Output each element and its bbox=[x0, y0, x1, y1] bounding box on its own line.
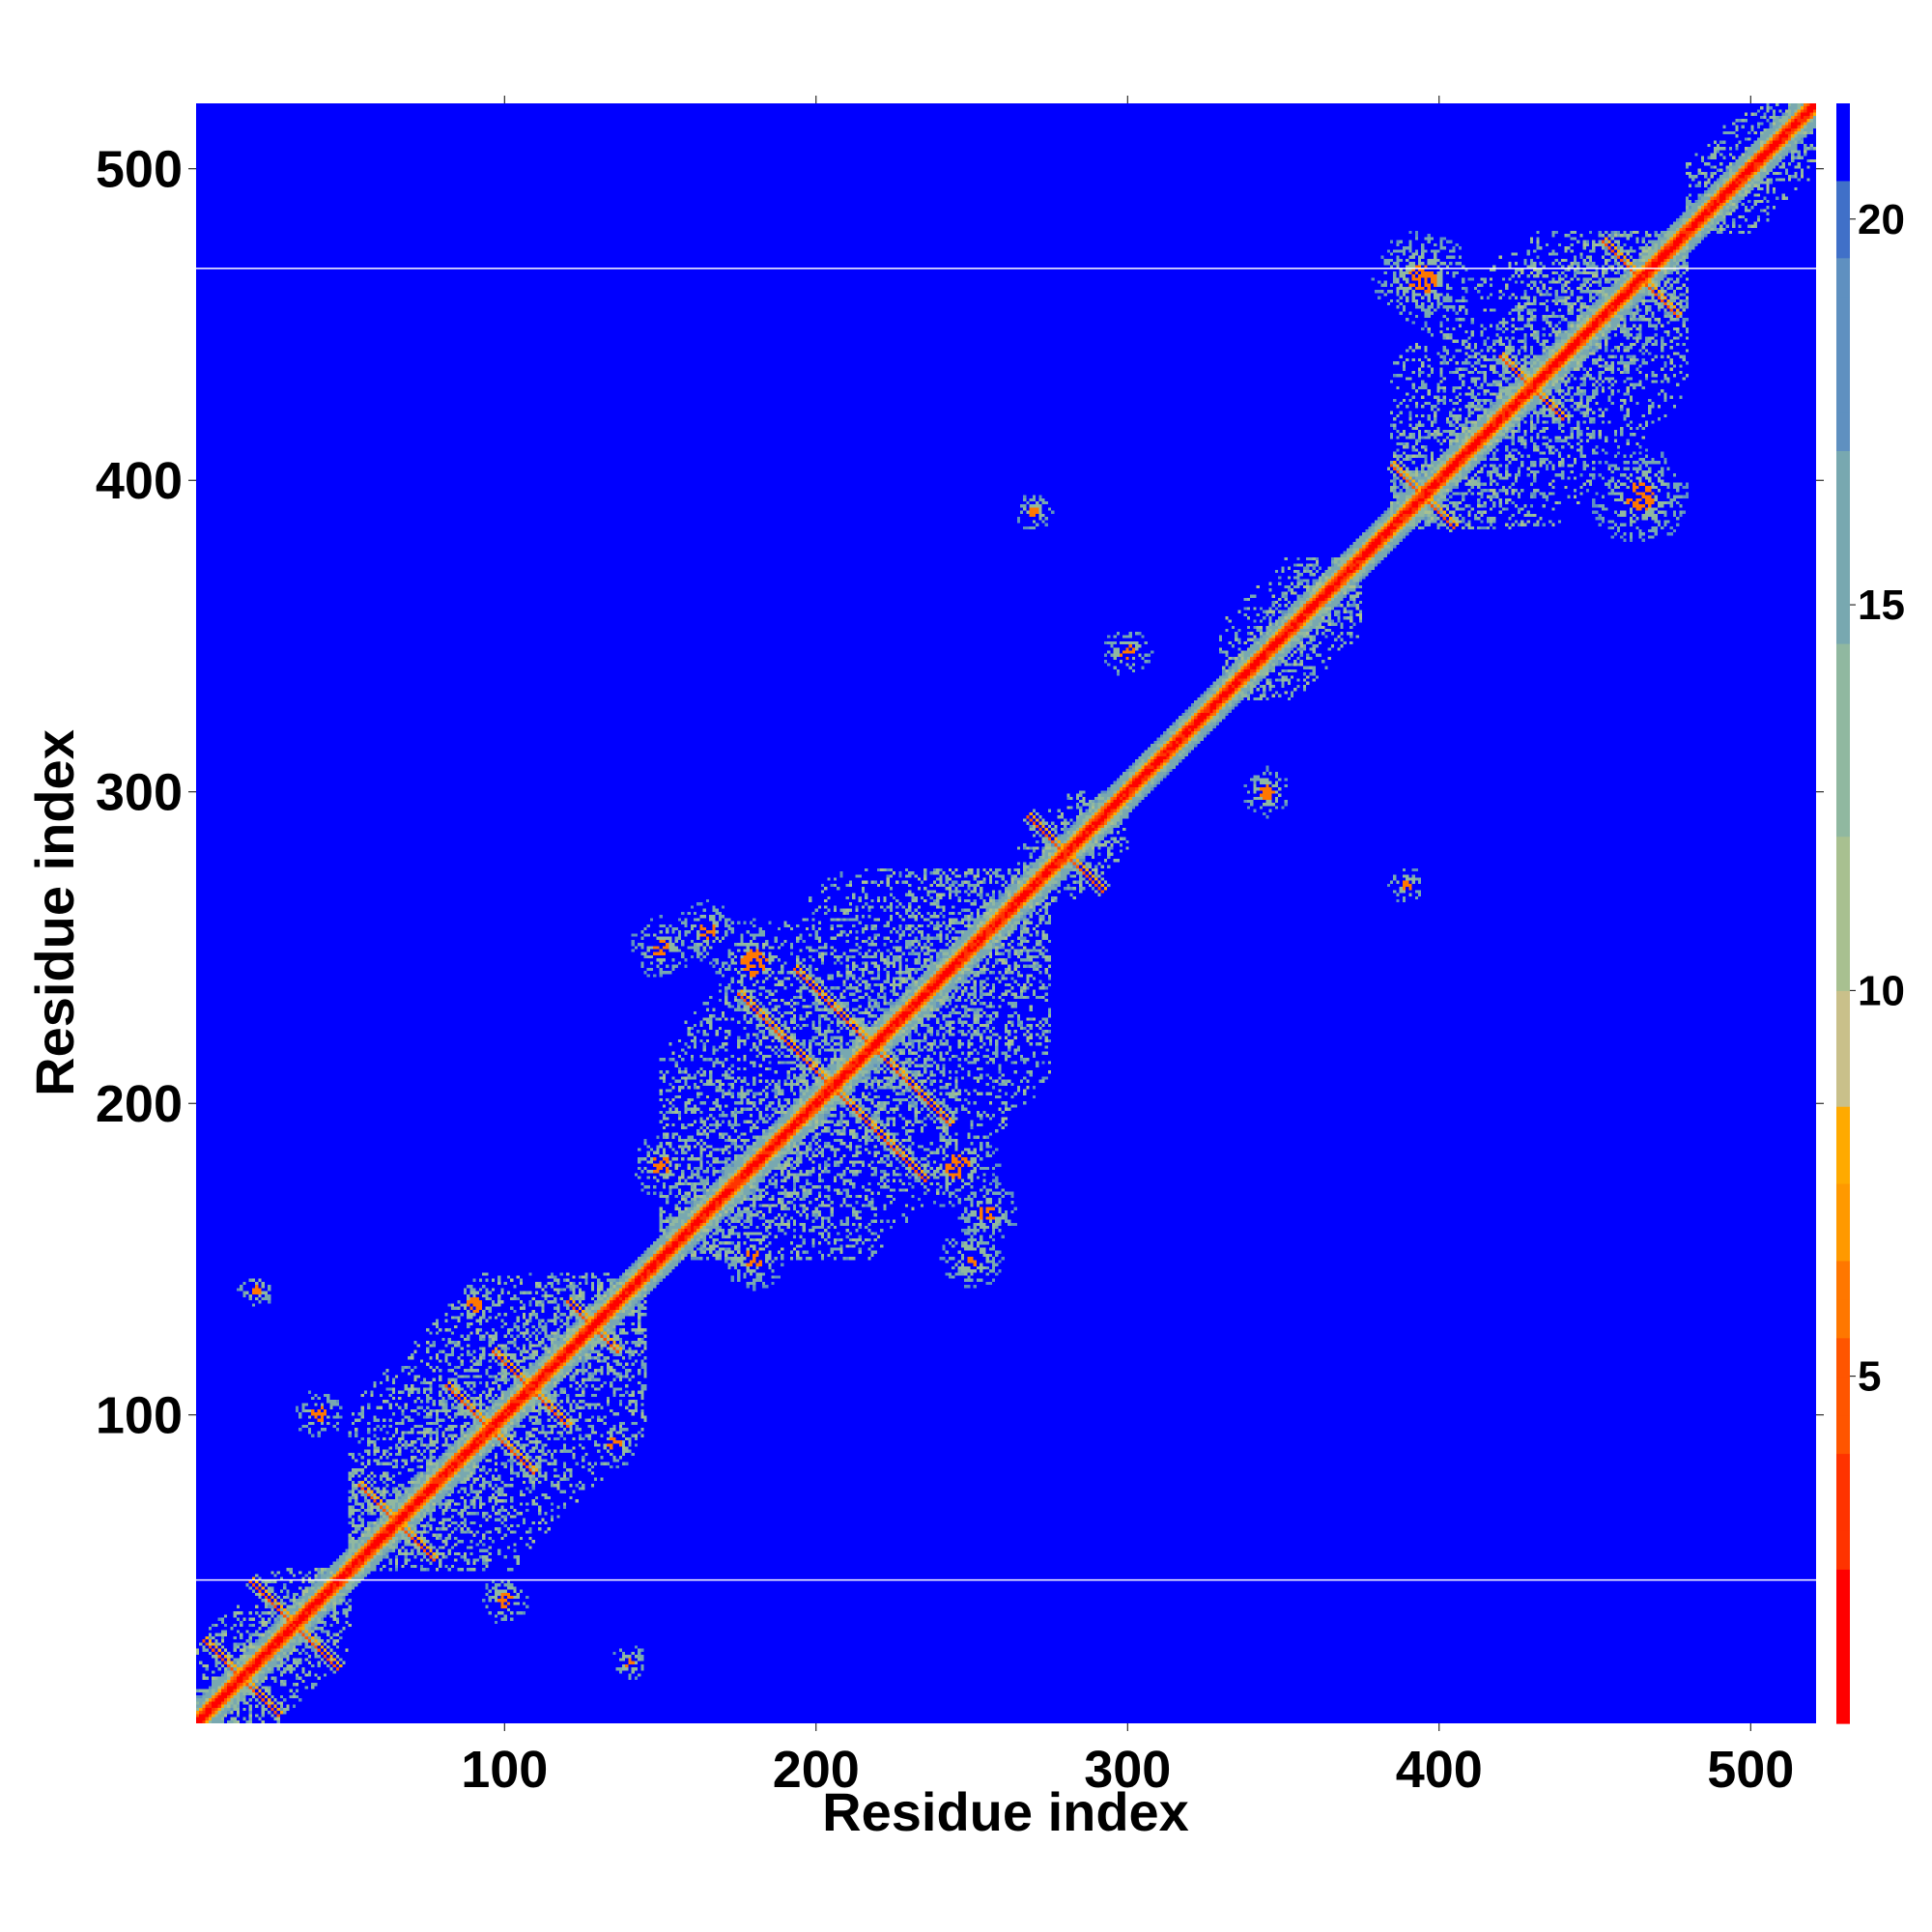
colorbar-band bbox=[1836, 952, 1850, 991]
colorbar-band bbox=[1836, 180, 1850, 220]
heatmap-cells bbox=[196, 103, 1816, 1723]
y-axis-title: Residue index bbox=[24, 729, 85, 1096]
colorbar-band bbox=[1836, 489, 1850, 528]
colorbar-band bbox=[1836, 1530, 1850, 1570]
colorbar-band bbox=[1836, 1376, 1850, 1416]
horizontal-guide-lines bbox=[196, 268, 1816, 1581]
colorbar-band bbox=[1836, 1607, 1850, 1647]
colorbar-bands bbox=[1836, 103, 1850, 1724]
colorbar-band bbox=[1836, 1183, 1850, 1223]
colorbar-band bbox=[1836, 605, 1850, 644]
colorbar-tick-label: 5 bbox=[1858, 1353, 1881, 1401]
colorbar-tick-label: 20 bbox=[1858, 196, 1905, 243]
heatmap-area bbox=[196, 103, 1816, 1723]
colorbar-tick-label: 15 bbox=[1858, 582, 1905, 629]
colorbar-band bbox=[1836, 1453, 1850, 1493]
x-axis-ticks: 100 200 300 400 500 bbox=[461, 96, 1794, 1799]
x-tick-label: 200 bbox=[773, 1741, 860, 1799]
heatmap-canvas-wrapper bbox=[196, 103, 1816, 1723]
colorbar-band bbox=[1836, 412, 1850, 451]
colorbar: 5 10 15 20 bbox=[1836, 103, 1905, 1724]
y-tick-label: 200 bbox=[96, 1075, 183, 1133]
colorbar-band bbox=[1836, 257, 1850, 298]
colorbar-band bbox=[1836, 913, 1850, 953]
colorbar-band bbox=[1836, 1298, 1850, 1339]
colorbar-band bbox=[1836, 758, 1850, 799]
colorbar-band bbox=[1836, 1106, 1850, 1146]
colorbar-band bbox=[1836, 1492, 1850, 1531]
x-axis-title: Residue index bbox=[822, 1781, 1189, 1842]
colorbar-band bbox=[1836, 566, 1850, 606]
colorbar-band bbox=[1836, 1414, 1850, 1455]
y-tick-label: 300 bbox=[96, 764, 183, 822]
colorbar-band bbox=[1836, 643, 1850, 683]
colorbar-band bbox=[1836, 990, 1850, 1030]
colorbar-band bbox=[1836, 874, 1850, 915]
colorbar-band bbox=[1836, 720, 1850, 760]
colorbar-band bbox=[1836, 1337, 1850, 1378]
x-tick-label: 300 bbox=[1084, 1741, 1171, 1799]
colorbar-ticks: 5 10 15 20 bbox=[1850, 196, 1905, 1401]
colorbar-band bbox=[1836, 218, 1850, 259]
colorbar-band bbox=[1836, 1029, 1850, 1068]
colorbar-band bbox=[1836, 1260, 1850, 1300]
colorbar-band bbox=[1836, 1067, 1850, 1107]
y-axis-ticks: 100 200 300 400 500 bbox=[96, 141, 1824, 1445]
x-tick-label: 400 bbox=[1396, 1741, 1483, 1799]
colorbar-band bbox=[1836, 1646, 1850, 1686]
x-tick-label: 100 bbox=[461, 1741, 548, 1799]
colorbar-band bbox=[1836, 334, 1850, 375]
colorbar-band bbox=[1836, 681, 1850, 722]
colorbar-band bbox=[1836, 1569, 1850, 1608]
colorbar-band bbox=[1836, 296, 1850, 336]
colorbar-band bbox=[1836, 103, 1850, 143]
colorbar-tick-label: 10 bbox=[1858, 967, 1905, 1014]
colorbar-band bbox=[1836, 141, 1850, 182]
x-tick-label: 500 bbox=[1707, 1741, 1794, 1799]
y-tick-label: 400 bbox=[96, 452, 183, 510]
colorbar-band bbox=[1836, 373, 1850, 413]
y-tick-label: 100 bbox=[96, 1387, 183, 1445]
colorbar-band bbox=[1836, 527, 1850, 567]
colorbar-band bbox=[1836, 797, 1850, 838]
colorbar-band bbox=[1836, 836, 1850, 876]
colorbar-band bbox=[1836, 1221, 1850, 1262]
colorbar-band bbox=[1836, 1145, 1850, 1184]
y-tick-label: 500 bbox=[96, 141, 183, 199]
colorbar-band bbox=[1836, 1685, 1850, 1724]
colorbar-band bbox=[1836, 450, 1850, 490]
